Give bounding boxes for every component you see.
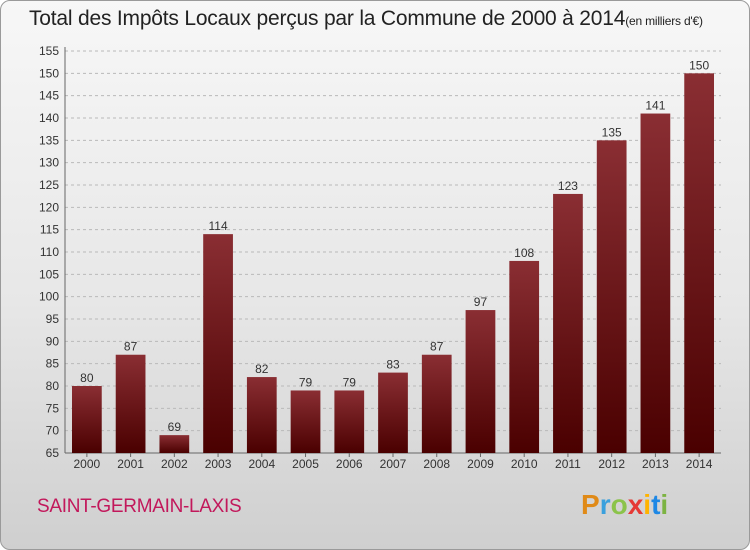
bar: [596, 140, 627, 454]
bar: [115, 354, 146, 453]
commune-name: SAINT-GERMAIN-LAXIS: [37, 496, 242, 517]
y-tick-label: 80: [46, 379, 60, 393]
y-tick-label: 125: [39, 178, 59, 192]
bar: [421, 354, 452, 453]
bar: [553, 193, 583, 453]
logo-letter: t: [651, 489, 661, 520]
y-tick-label: 95: [46, 312, 60, 326]
bar-value-label: 79: [299, 375, 313, 389]
x-tick-label: 2009: [467, 457, 494, 471]
bar: [290, 390, 321, 453]
bar-value-label: 83: [386, 358, 400, 372]
x-tick-label: 2014: [686, 457, 713, 471]
logo-letter: o: [610, 489, 628, 520]
y-tick-label: 110: [40, 245, 59, 259]
y-tick-label: 85: [46, 357, 60, 371]
bar: [203, 234, 233, 453]
x-tick-label: 2008: [423, 457, 450, 471]
x-tick-label: 2002: [161, 457, 188, 471]
bar-value-label: 123: [558, 179, 578, 193]
y-tick-label: 65: [46, 446, 60, 460]
bar: [159, 435, 190, 453]
bar-value-label: 97: [474, 295, 488, 309]
logo-letter: i: [660, 489, 669, 520]
chart-title-text: Total des Impôts Locaux perçus par la Co…: [29, 7, 626, 30]
bar: [684, 73, 715, 453]
y-tick-label: 120: [39, 200, 59, 214]
y-tick-label: 70: [46, 424, 60, 438]
bar: [509, 260, 540, 453]
bar: [640, 113, 671, 454]
logo-letter: r: [599, 489, 611, 520]
bar-value-label: 135: [602, 125, 622, 139]
x-tick-label: 2000: [74, 457, 101, 471]
x-tick-label: 2013: [642, 457, 669, 471]
y-tick-label: 145: [39, 89, 59, 103]
y-tick-label: 135: [39, 133, 59, 147]
bar-value-label: 87: [124, 340, 138, 354]
x-tick-label: 2010: [511, 457, 538, 471]
bar-value-label: 87: [430, 340, 444, 354]
x-tick-label: 2003: [205, 457, 232, 471]
bar-value-label: 80: [80, 371, 94, 385]
logo-letter: x: [627, 489, 644, 520]
x-tick-label: 2006: [336, 457, 363, 471]
chart-title: Total des Impôts Locaux perçus par la Co…: [29, 7, 703, 31]
logo-letter: P: [581, 489, 600, 520]
y-tick-label: 155: [39, 44, 59, 58]
x-tick-label: 2011: [555, 457, 581, 471]
x-tick-label: 2007: [380, 457, 407, 471]
bar-value-label: 79: [343, 375, 357, 389]
y-tick-label: 140: [39, 111, 59, 125]
y-tick-label: 150: [39, 66, 59, 80]
bar: [465, 310, 496, 453]
x-tick-label: 2004: [248, 457, 275, 471]
bar-value-label: 69: [168, 420, 182, 434]
y-tick-label: 115: [40, 223, 59, 237]
y-tick-label: 75: [46, 401, 60, 415]
bar: [246, 377, 277, 453]
bar-value-label: 150: [689, 58, 709, 72]
y-tick-label: 105: [39, 267, 59, 281]
bar-value-label: 82: [255, 362, 269, 376]
bar-value-label: 108: [514, 246, 534, 260]
x-tick-label: 2012: [598, 457, 625, 471]
x-tick-label: 2001: [117, 457, 144, 471]
y-tick-label: 100: [39, 290, 59, 304]
y-tick-label: 130: [39, 156, 59, 170]
bar-value-label: 114: [208, 219, 227, 233]
logo-letter: i: [643, 489, 652, 520]
x-tick-label: 2005: [292, 457, 319, 471]
bar-value-label: 141: [645, 99, 665, 113]
bar: [378, 372, 408, 453]
y-tick-label: 90: [46, 334, 60, 348]
bar: [71, 386, 102, 453]
chart-unit-label: (en milliers d'€): [625, 14, 703, 28]
bar: [334, 390, 365, 453]
proxiti-logo: Proxiti: [581, 489, 668, 521]
